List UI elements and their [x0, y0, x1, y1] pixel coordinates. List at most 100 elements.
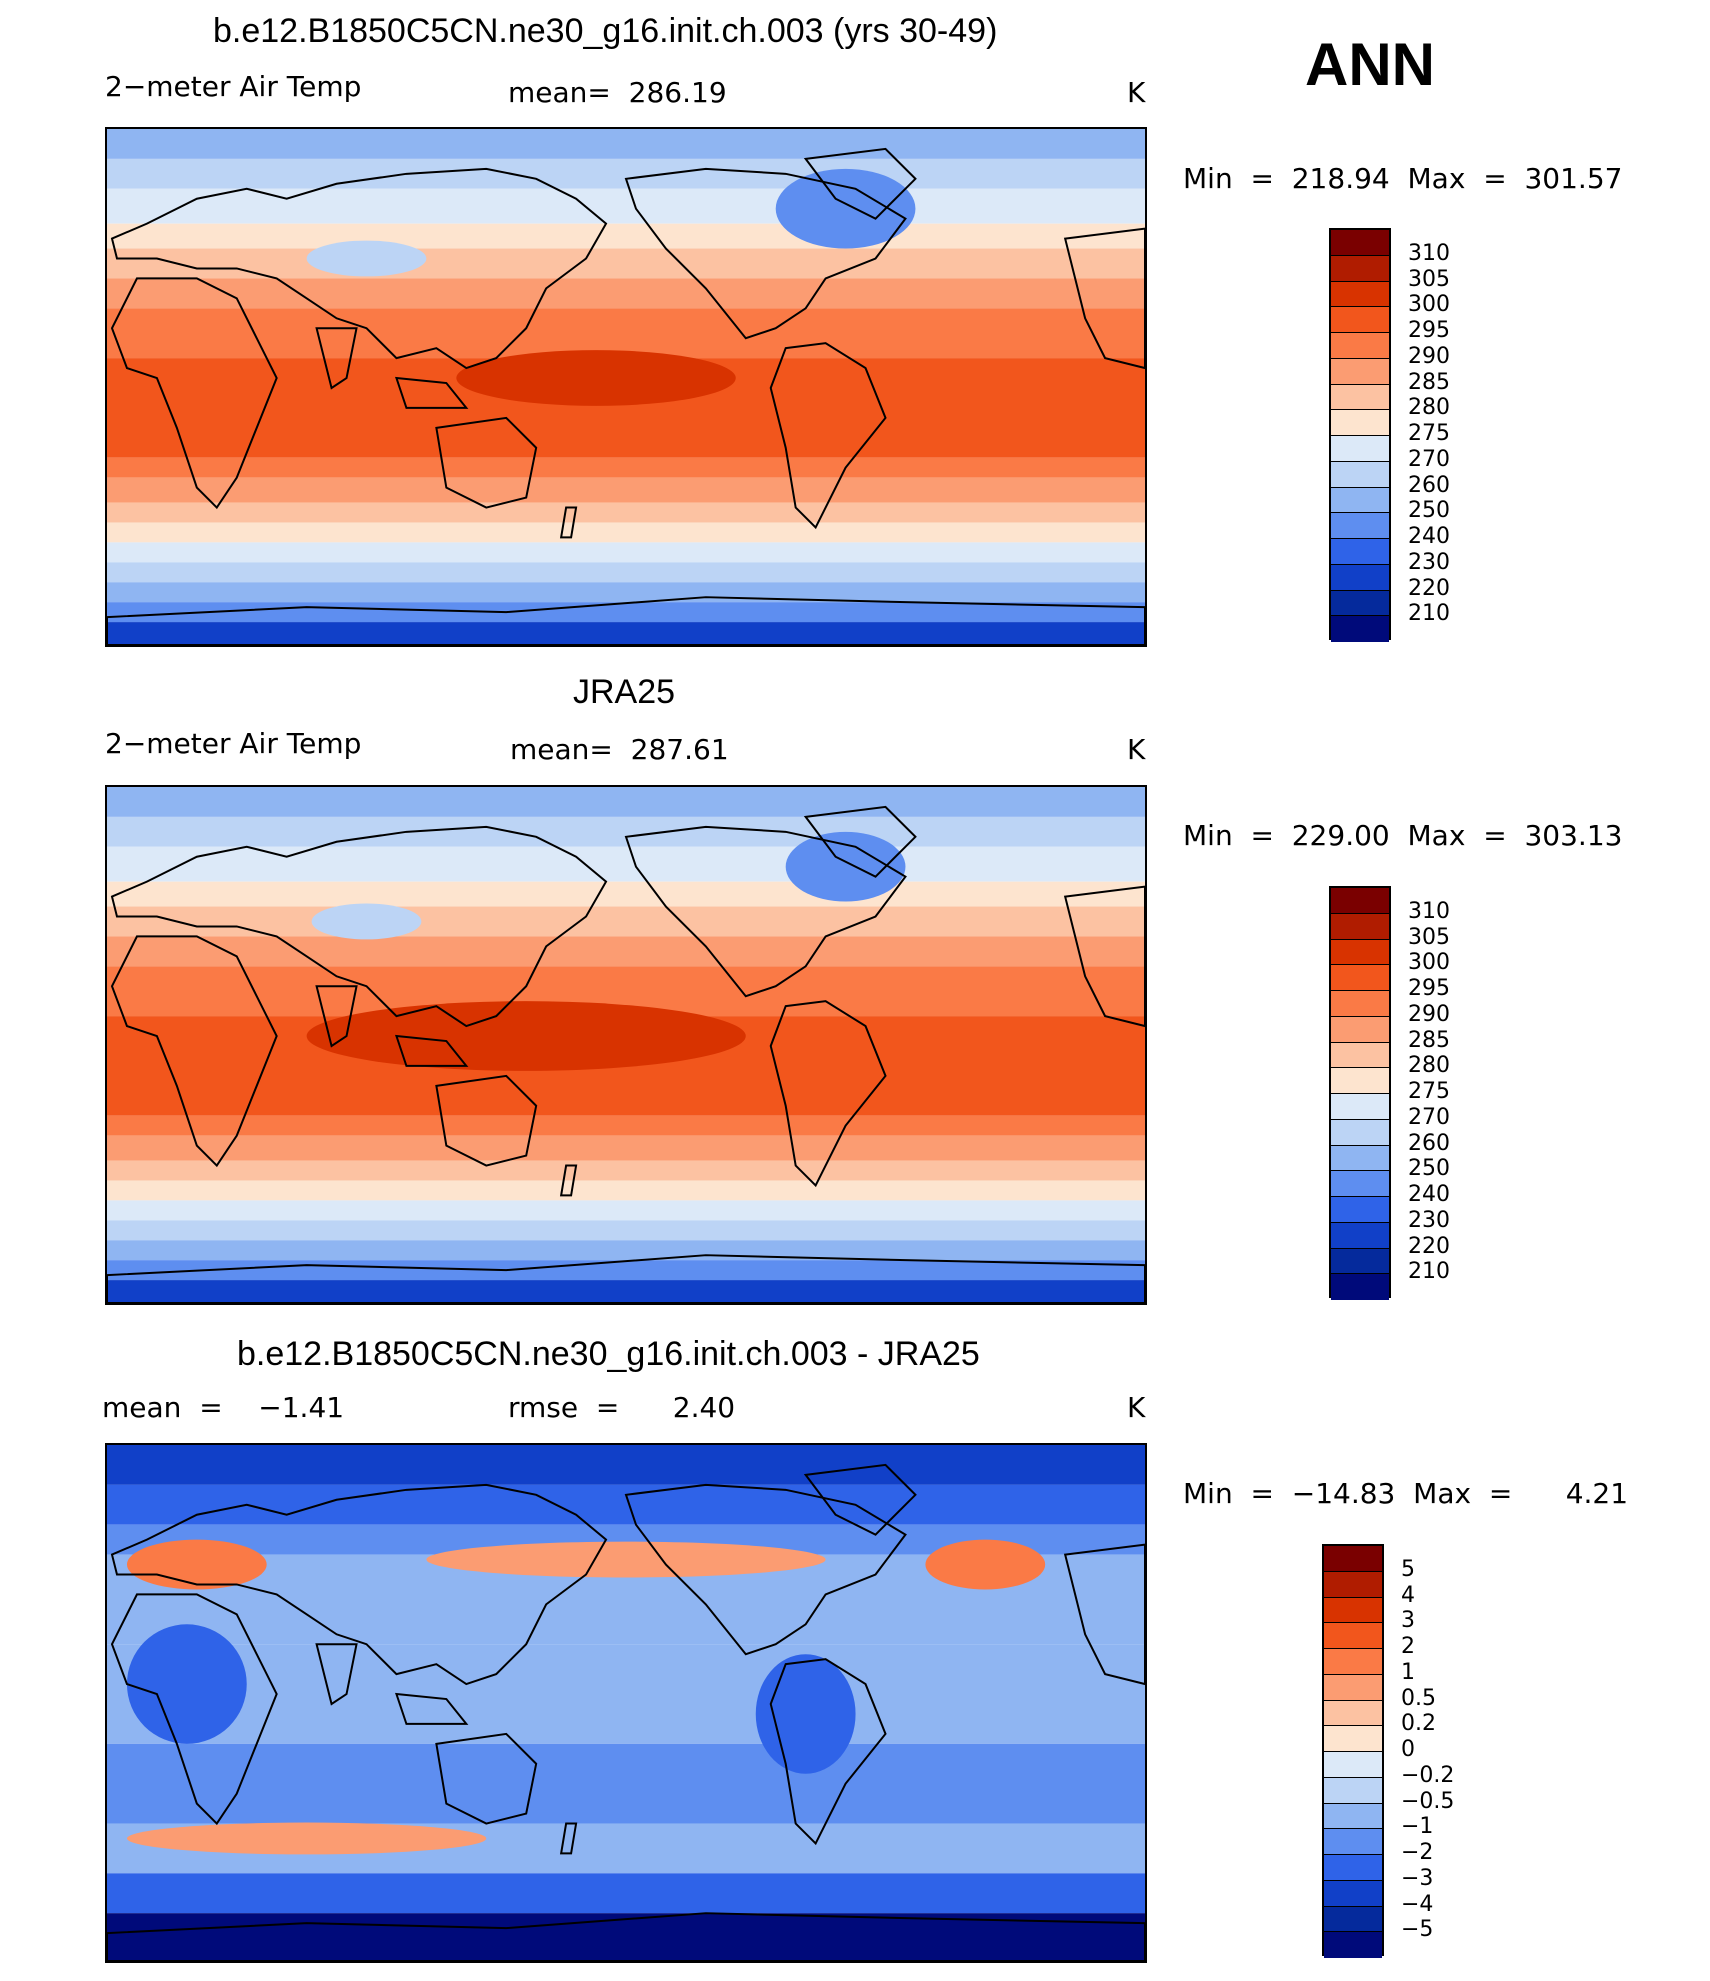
colorbar-swatch — [1324, 1803, 1382, 1830]
colorbar-level-label: 2 — [1401, 1634, 1415, 1659]
colorbar-swatch — [1331, 564, 1389, 591]
coastline — [803, 805, 917, 878]
panel-1-colorbar — [1329, 228, 1391, 642]
temperature-band — [107, 1180, 1145, 1201]
coastline — [769, 1000, 887, 1188]
coastline — [107, 1912, 1145, 1961]
panel-3-map — [105, 1443, 1147, 1963]
difference-band — [107, 1445, 1145, 1485]
coastline — [110, 935, 278, 1168]
cold-anomaly — [126, 1624, 247, 1744]
colorbar-level-label: 270 — [1408, 1104, 1450, 1130]
panel-2-variable-label: 2−meter Air Temp — [105, 727, 362, 760]
coastline — [559, 1822, 578, 1855]
coastline — [803, 1463, 917, 1536]
panel-2-mean-label: mean= 287.61 — [510, 733, 729, 766]
colorbar-level-label: 295 — [1408, 976, 1450, 1001]
panel-2-units: K — [1127, 733, 1146, 766]
panel-2-title: JRA25 — [573, 673, 676, 711]
colorbar-swatch — [1331, 1171, 1389, 1197]
temperature-band — [107, 787, 1145, 817]
temperature-band — [107, 1280, 1145, 1303]
temperature-band — [107, 278, 1145, 309]
panel-2-range-label: Min = 229.00 Max = 303.13 — [1183, 819, 1623, 852]
colorbar-swatch — [1324, 1571, 1382, 1598]
colorbar-level-label: 250 — [1408, 498, 1450, 524]
temperature-band — [107, 846, 1145, 882]
panel-1-variable-label: 2−meter Air Temp — [105, 70, 362, 103]
colorbar-swatch — [1331, 1119, 1389, 1146]
panel-3-title: b.e12.B1850C5CN.ne30_g16.init.ch.003 - J… — [237, 1335, 980, 1373]
difference-band — [107, 1873, 1145, 1914]
panel-3-map-canvas — [107, 1445, 1145, 1961]
warm-anomaly — [126, 1822, 487, 1855]
coastline — [315, 985, 358, 1048]
colorbar-swatch — [1331, 1248, 1389, 1275]
colorbar-level-label: 240 — [1408, 1182, 1450, 1207]
colorbar-level-label: 210 — [1408, 601, 1450, 627]
colorbar-level-label: 285 — [1408, 1027, 1450, 1053]
colorbar-level-label: −2 — [1401, 1840, 1434, 1865]
temperature-band — [107, 881, 1145, 907]
coastline — [1063, 227, 1145, 370]
colorbar-level-label: 305 — [1408, 266, 1450, 292]
temperature-band — [107, 223, 1145, 249]
colorbar-level-label: 260 — [1408, 472, 1450, 498]
difference-band — [107, 1743, 1145, 1824]
cold-anomaly — [755, 1654, 856, 1774]
temperature-band — [107, 542, 1145, 563]
temperature-band — [107, 188, 1145, 224]
temperature-band — [107, 602, 1145, 623]
coastline — [803, 147, 917, 220]
coastline — [110, 1483, 608, 1686]
colorbar-swatch — [1331, 991, 1389, 1017]
colorbar-level-label: 1 — [1401, 1659, 1415, 1685]
coastline — [395, 1692, 469, 1725]
colorbar-level-label: −3 — [1401, 1865, 1434, 1891]
colorbar-swatch — [1331, 1197, 1389, 1223]
coastline — [315, 1643, 358, 1706]
colorbar-level-label: 0.2 — [1401, 1711, 1436, 1737]
colorbar-level-label: −0.2 — [1401, 1762, 1455, 1788]
coastline — [395, 1034, 469, 1067]
difference-band — [107, 1913, 1145, 1961]
colorbar-swatch — [1331, 255, 1389, 282]
colorbar-swatch — [1324, 1932, 1382, 1958]
coastline — [107, 1254, 1145, 1303]
temperature-band — [107, 477, 1145, 503]
temperature-band — [107, 1220, 1145, 1241]
warm-anomaly — [925, 1539, 1046, 1590]
colorbar-swatch — [1331, 1042, 1389, 1069]
difference-band — [107, 1484, 1145, 1525]
tibet-cold — [311, 903, 422, 940]
panel-1-mean-label: mean= 286.19 — [508, 76, 727, 109]
colorbar-swatch — [1331, 410, 1389, 436]
colorbar-level-label: 0.5 — [1401, 1685, 1436, 1711]
colorbar-level-label: 305 — [1408, 924, 1450, 950]
colorbar-level-label: 275 — [1408, 421, 1450, 446]
colorbar-swatch — [1331, 230, 1389, 256]
coastline — [769, 342, 887, 530]
panel-1-map-canvas — [107, 129, 1145, 645]
colorbar-level-label: 5 — [1401, 1556, 1415, 1582]
colorbar-swatch — [1331, 281, 1389, 308]
colorbar-swatch — [1331, 590, 1389, 617]
colorbar-swatch — [1331, 307, 1389, 333]
temperature-band — [107, 457, 1145, 478]
colorbar-swatch — [1331, 461, 1389, 488]
colorbar-level-label: 230 — [1408, 549, 1450, 575]
colorbar-swatch — [1324, 1700, 1382, 1727]
temperature-band — [107, 522, 1145, 543]
panel-3-colorbar — [1322, 1544, 1384, 1958]
temperature-band — [107, 816, 1145, 847]
coastline — [624, 167, 907, 340]
difference-band — [107, 1644, 1145, 1744]
coastline — [769, 1658, 887, 1846]
coastline — [107, 596, 1145, 645]
colorbar-swatch — [1331, 939, 1389, 966]
colorbar-level-label: 280 — [1408, 1053, 1450, 1079]
colorbar-swatch — [1324, 1855, 1382, 1881]
warm-pool — [306, 1001, 746, 1071]
temperature-band — [107, 562, 1145, 583]
colorbar-level-label: 3 — [1401, 1608, 1415, 1634]
